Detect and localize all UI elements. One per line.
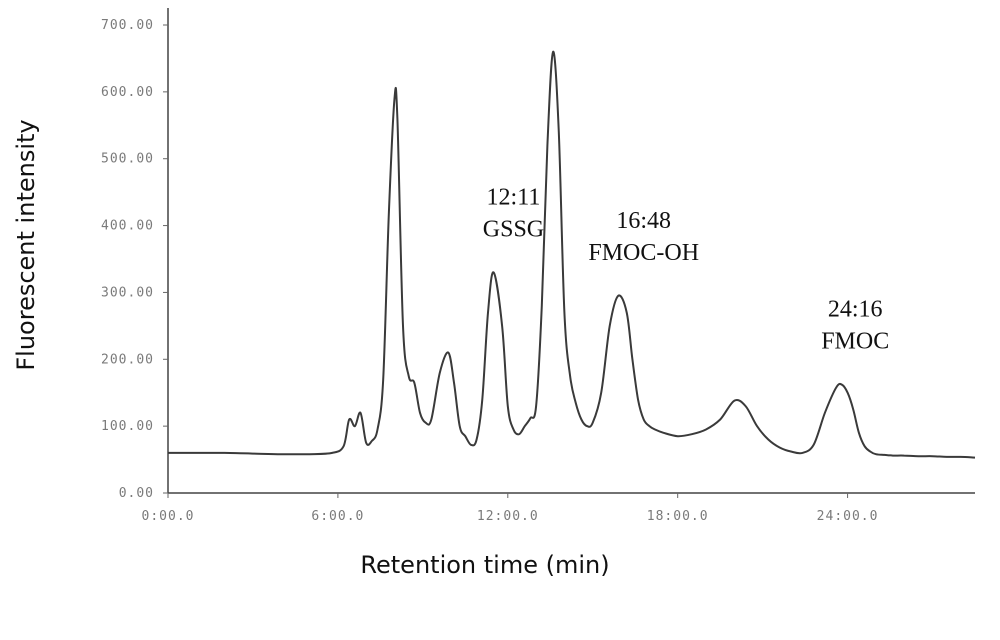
- y-axis-title: Fluorescent intensity: [12, 119, 40, 370]
- peak-compound-label: GSSG: [483, 216, 544, 242]
- peak-time-label: 12:11: [487, 184, 541, 210]
- y-tick-label: 700.00: [101, 18, 154, 33]
- x-tick-label: 6:00.0: [311, 509, 364, 524]
- y-tick-label: 300.00: [101, 285, 154, 300]
- x-tick-label: 12:00.0: [477, 509, 539, 524]
- x-axis-title: Retention time (min): [360, 551, 609, 579]
- peak-compound-label: FMOC-OH: [588, 240, 699, 266]
- peak-time-label: 16:48: [616, 208, 671, 234]
- x-tick-label: 18:00.0: [647, 509, 709, 524]
- y-axis-ticks: 0.00 100.00 200.00 300.00 400.00 500.00 600.00…: [101, 18, 168, 501]
- y-tick-label: 400.00: [101, 219, 154, 234]
- chromatogram-trace: [167, 50, 976, 459]
- x-tick-label: 24:00.0: [817, 509, 879, 524]
- y-tick-label: 500.00: [101, 152, 154, 167]
- x-axis-ticks: 0:00.0 6:00.0 12:00.0 18:00.0 24:00.0: [142, 493, 879, 524]
- y-tick-label: 0.00: [119, 486, 154, 501]
- y-tick-label: 100.00: [101, 419, 154, 434]
- y-tick-label: 600.00: [101, 85, 154, 100]
- peak-compound-label: FMOC: [821, 329, 889, 355]
- x-tick-label: 0:00.0: [142, 509, 195, 524]
- peak-annotations: 12:11 GSSG 16:48 FMOC-OH 24:16 FMOC: [483, 184, 889, 354]
- peak-time-label: 24:16: [828, 297, 883, 323]
- y-tick-label: 200.00: [101, 352, 154, 367]
